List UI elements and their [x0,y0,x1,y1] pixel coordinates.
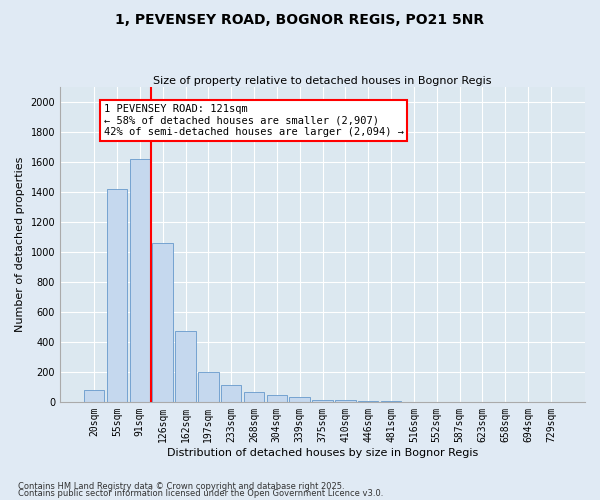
Bar [244,392,264,402]
Bar [152,243,173,402]
Bar [198,372,218,402]
Bar [335,400,356,402]
Bar [221,386,241,402]
Text: 1 PEVENSEY ROAD: 121sqm
← 58% of detached houses are smaller (2,907)
42% of semi: 1 PEVENSEY ROAD: 121sqm ← 58% of detache… [104,104,404,137]
X-axis label: Distribution of detached houses by size in Bognor Regis: Distribution of detached houses by size … [167,448,478,458]
Bar [358,401,379,402]
Y-axis label: Number of detached properties: Number of detached properties [15,157,25,332]
Text: Contains HM Land Registry data © Crown copyright and database right 2025.: Contains HM Land Registry data © Crown c… [18,482,344,491]
Bar [107,189,127,402]
Bar [175,332,196,402]
Bar [289,398,310,402]
Bar [84,390,104,402]
Text: 1, PEVENSEY ROAD, BOGNOR REGIS, PO21 5NR: 1, PEVENSEY ROAD, BOGNOR REGIS, PO21 5NR [115,12,485,26]
Title: Size of property relative to detached houses in Bognor Regis: Size of property relative to detached ho… [153,76,492,86]
Bar [130,159,150,402]
Bar [312,400,333,402]
Bar [266,395,287,402]
Text: Contains public sector information licensed under the Open Government Licence v3: Contains public sector information licen… [18,489,383,498]
